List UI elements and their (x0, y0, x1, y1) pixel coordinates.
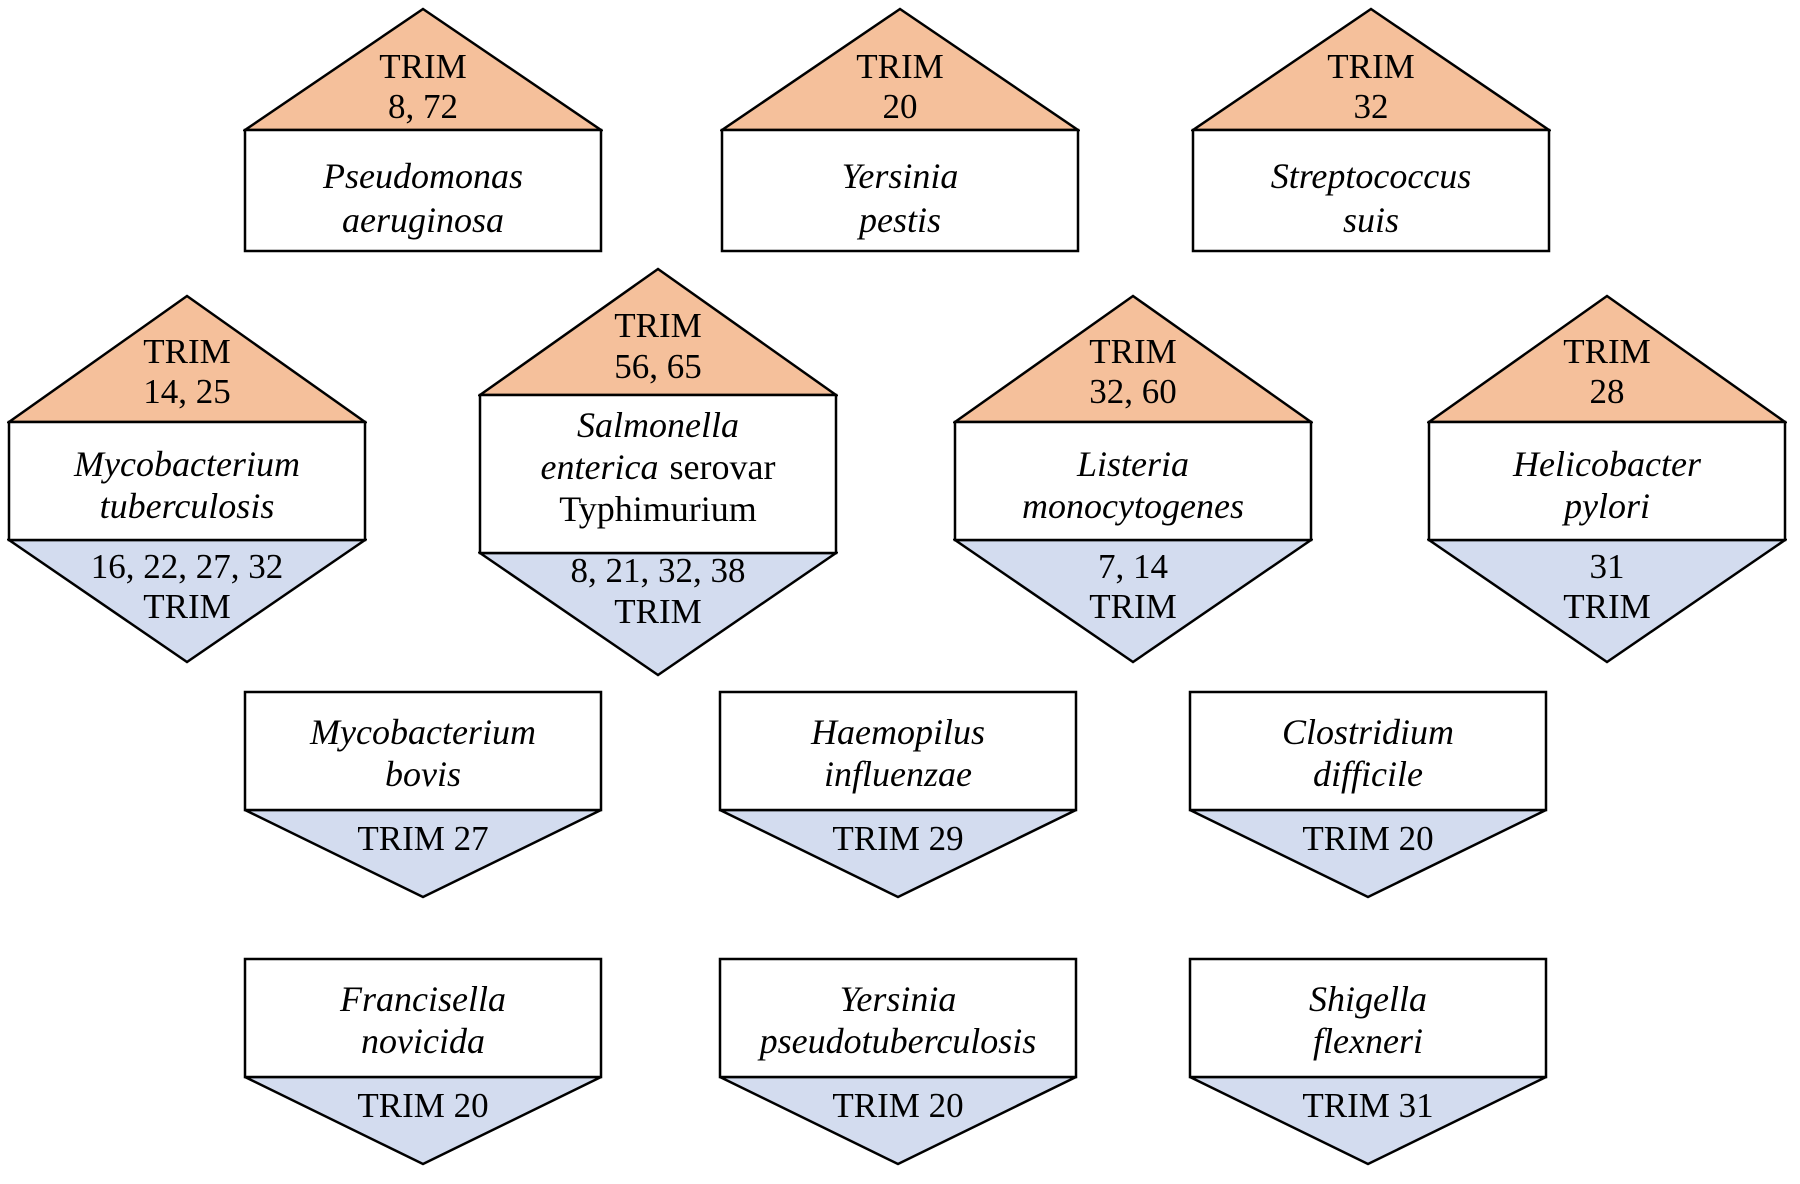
top-trim-numbers: 8, 72 (388, 87, 458, 126)
bottom-trim-label: TRIM (143, 587, 231, 626)
bottom-trim-label: TRIM 20 (1302, 819, 1433, 858)
node-yersinia-pseudotuberculosis: Yersinia pseudotuberculosis TRIM 20 (718, 957, 1078, 1166)
body-rect (478, 393, 838, 555)
species-name-line1: Clostridium (1282, 712, 1454, 752)
bottom-trim-label: TRIM 27 (357, 819, 488, 858)
species-name-line2: tuberculosis (100, 486, 275, 526)
species-name-line2: pestis (856, 200, 941, 240)
top-trim-numbers: 20 (883, 87, 918, 126)
body-rect (718, 957, 1078, 1079)
node-listeria-monocytogenes: TRIM 32, 60 Listeria monocytogenes 7, 14… (953, 294, 1313, 664)
species-name-line2: difficile (1313, 754, 1423, 794)
node-haemopilus-influenzae: Haemopilus influenzae TRIM 29 (718, 690, 1078, 899)
body-rect (720, 128, 1080, 253)
species-name-line1: Mycobacterium (73, 444, 300, 484)
node-salmonella-enterica-serovar-typhimurium: TRIM 56, 65 Salmonella enterica serovar T… (478, 267, 838, 677)
species-name-line2: novicida (361, 1021, 485, 1061)
species-name-line2: pseudotuberculosis (757, 1021, 1037, 1061)
species-name-line1: Salmonella (577, 405, 739, 445)
top-trim-numbers: 14, 25 (143, 372, 231, 411)
top-trim-numbers: 32, 60 (1089, 372, 1177, 411)
top-trim-numbers: 32 (1354, 87, 1389, 126)
node-streptococcus-suis: TRIM 32 Streptococcus suis (1191, 7, 1551, 253)
species-name-line2: influenzae (824, 754, 972, 794)
species-name-line1: Shigella (1309, 979, 1427, 1019)
species-name-line2: bovis (385, 754, 461, 794)
species-name-line1: Helicobacter (1512, 444, 1702, 484)
species-name-line1: Francisella (339, 979, 506, 1019)
top-trim-label: TRIM (1563, 332, 1651, 371)
species-name-line1: Yersinia (840, 979, 957, 1019)
top-trim-label: TRIM (379, 47, 467, 86)
species-name-line2: suis (1343, 200, 1399, 240)
top-trim-numbers: 28 (1590, 372, 1625, 411)
species-name-line1: Pseudomonas (322, 156, 523, 196)
top-trim-label: TRIM (1327, 47, 1415, 86)
species-name-line2: aeruginosa (342, 200, 504, 240)
body-rect (1188, 957, 1548, 1079)
species-name-line1: Haemopilus (810, 712, 985, 752)
top-trim-label: TRIM (856, 47, 944, 86)
body-rect (718, 690, 1078, 812)
node-pseudomonas-aeruginosa: TRIM 8, 72 Pseudomonas aeruginosa (243, 7, 603, 253)
node-francisella-novicida: Francisella novicida TRIM 20 (243, 957, 603, 1166)
species-name-line2: pylori (1561, 486, 1650, 526)
body-rect (1427, 420, 1787, 542)
bottom-trim-label: TRIM 29 (832, 819, 963, 858)
bottom-trim-numbers: 8, 21, 32, 38 (571, 551, 746, 590)
species-name-line1: Yersinia (842, 156, 959, 196)
body-rect (7, 420, 367, 542)
bottom-trim-label: TRIM (614, 592, 702, 631)
bottom-trim-numbers: 31 (1590, 547, 1625, 586)
bottom-trim-numbers: 7, 14 (1098, 547, 1168, 586)
species-name-line1: Listeria (1076, 444, 1189, 484)
species-name-line2-regular: serovar (670, 447, 776, 487)
node-yersinia-pestis: TRIM 20 Yersinia pestis (720, 7, 1080, 253)
body-rect (953, 420, 1313, 542)
bottom-trim-numbers: 16, 22, 27, 32 (91, 547, 284, 586)
species-name-line3: Typhimurium (559, 489, 756, 529)
node-mycobacterium-bovis: Mycobacterium bovis TRIM 27 (243, 690, 603, 899)
node-clostridium-difficile: Clostridium difficile TRIM 20 (1188, 690, 1548, 899)
bottom-trim-label: TRIM (1563, 587, 1651, 626)
body-rect (1188, 690, 1548, 812)
bottom-trim-label: TRIM 20 (832, 1086, 963, 1125)
bottom-trim-label: TRIM 31 (1302, 1086, 1433, 1125)
node-mycobacterium-tuberculosis: TRIM 14, 25 Mycobacterium tuberculosis 1… (7, 294, 367, 664)
top-trim-numbers: 56, 65 (614, 347, 702, 386)
species-name-line2: flexneri (1313, 1021, 1423, 1061)
species-name-line2: enterica serovar (541, 447, 776, 487)
top-trim-label: TRIM (1089, 332, 1177, 371)
species-name-line1: Streptococcus (1271, 156, 1472, 196)
species-name-line2: monocytogenes (1022, 486, 1244, 526)
species-name-line2-italic: enterica (541, 447, 659, 487)
body-rect (1191, 128, 1551, 253)
top-trim-label: TRIM (614, 306, 702, 345)
body-rect (243, 957, 603, 1079)
bottom-trim-label: TRIM 20 (357, 1086, 488, 1125)
body-rect (243, 690, 603, 812)
species-name-line1: Mycobacterium (309, 712, 536, 752)
top-trim-label: TRIM (143, 332, 231, 371)
node-helicobacter-pylori: TRIM 28 Helicobacter pylori 31 TRIM (1427, 294, 1787, 664)
body-rect (243, 128, 603, 253)
node-shigella-flexneri: Shigella flexneri TRIM 31 (1188, 957, 1548, 1166)
bottom-trim-label: TRIM (1089, 587, 1177, 626)
